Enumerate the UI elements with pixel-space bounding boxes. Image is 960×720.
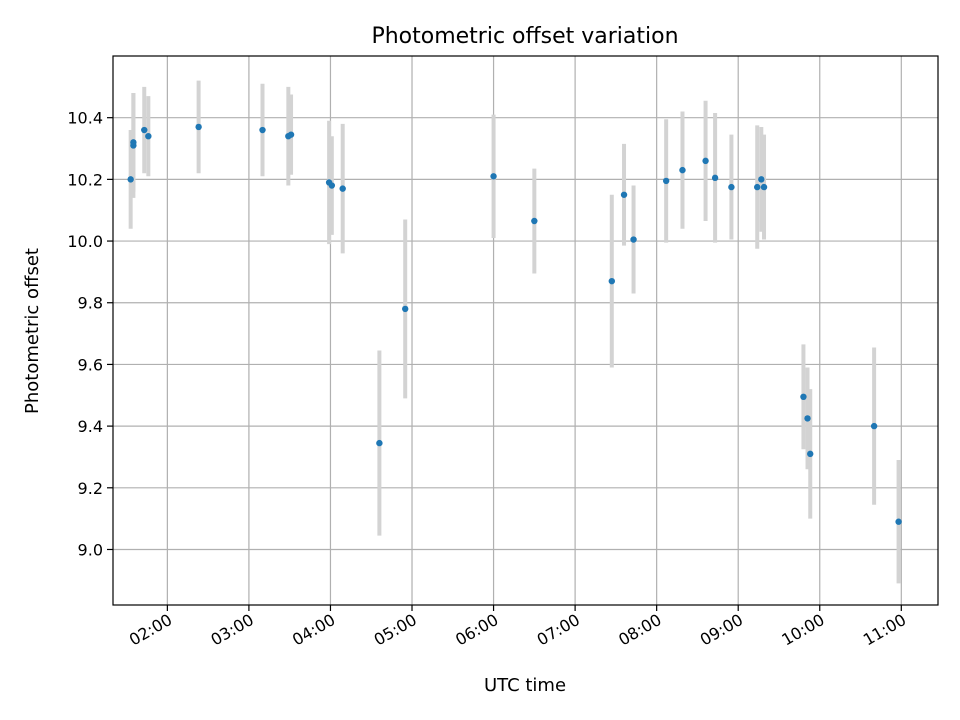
grid [113, 56, 938, 605]
x-tick-label: 11:00 [860, 610, 909, 650]
y-tick-label: 10.0 [67, 232, 103, 251]
x-axis-label: UTC time [484, 675, 566, 696]
data-point [728, 183, 735, 191]
data-point [711, 174, 719, 182]
y-tick-label: 9.6 [78, 355, 103, 374]
y-tick-label: 10.4 [67, 109, 103, 128]
data-point [679, 166, 686, 174]
y-tick-label: 10.2 [67, 170, 103, 189]
y-tick-label: 9.2 [78, 479, 103, 498]
x-tick-label: 09:00 [697, 610, 746, 650]
data-point [339, 185, 346, 192]
y-tick-label: 9.4 [78, 417, 103, 436]
data-point [195, 123, 202, 131]
x-tick-label: 10:00 [778, 610, 827, 650]
data-point [662, 177, 670, 185]
data-point [141, 126, 148, 134]
data-point [531, 217, 538, 225]
data-point [328, 182, 336, 189]
data-points [127, 123, 902, 525]
x-tick-label: 03:00 [207, 610, 256, 650]
data-point [259, 126, 266, 134]
data-point [760, 183, 768, 191]
y-tick-label: 9.0 [78, 540, 103, 559]
data-point [800, 393, 807, 401]
x-axis-ticks: 02:00 03:00 04:00 05:00 06:00 07:00 08:00 09:00… [126, 605, 909, 650]
data-point [870, 422, 878, 430]
x-tick-label: 04:00 [289, 610, 338, 650]
data-point [130, 139, 137, 146]
y-axis-ticks: 9.0 9.2 9.4 9.6 9.8 10.0 10.2 10.4 [67, 109, 113, 559]
data-point [376, 439, 383, 447]
data-point [804, 415, 811, 422]
x-tick-label: 06:00 [452, 610, 501, 650]
x-tick-label: 02:00 [126, 610, 175, 650]
data-point [620, 191, 628, 198]
plot-frame [112, 55, 939, 606]
data-point [630, 236, 637, 243]
data-point [287, 131, 295, 138]
error-bars [128, 80, 901, 584]
data-point [754, 183, 761, 191]
data-point [702, 157, 709, 165]
y-axis-label: Photometric offset [22, 248, 43, 414]
x-tick-label: 07:00 [534, 610, 583, 650]
data-point [402, 305, 409, 313]
data-point [807, 450, 814, 458]
x-tick-label: 08:00 [615, 610, 664, 650]
data-point [127, 176, 134, 183]
x-tick-label: 05:00 [371, 610, 420, 650]
y-tick-label: 9.8 [78, 294, 103, 313]
data-point [608, 277, 616, 285]
data-point [145, 132, 152, 140]
data-point [758, 176, 765, 183]
data-point [490, 173, 497, 180]
data-point [895, 518, 902, 525]
chart-title: Photometric offset variation [371, 24, 678, 49]
